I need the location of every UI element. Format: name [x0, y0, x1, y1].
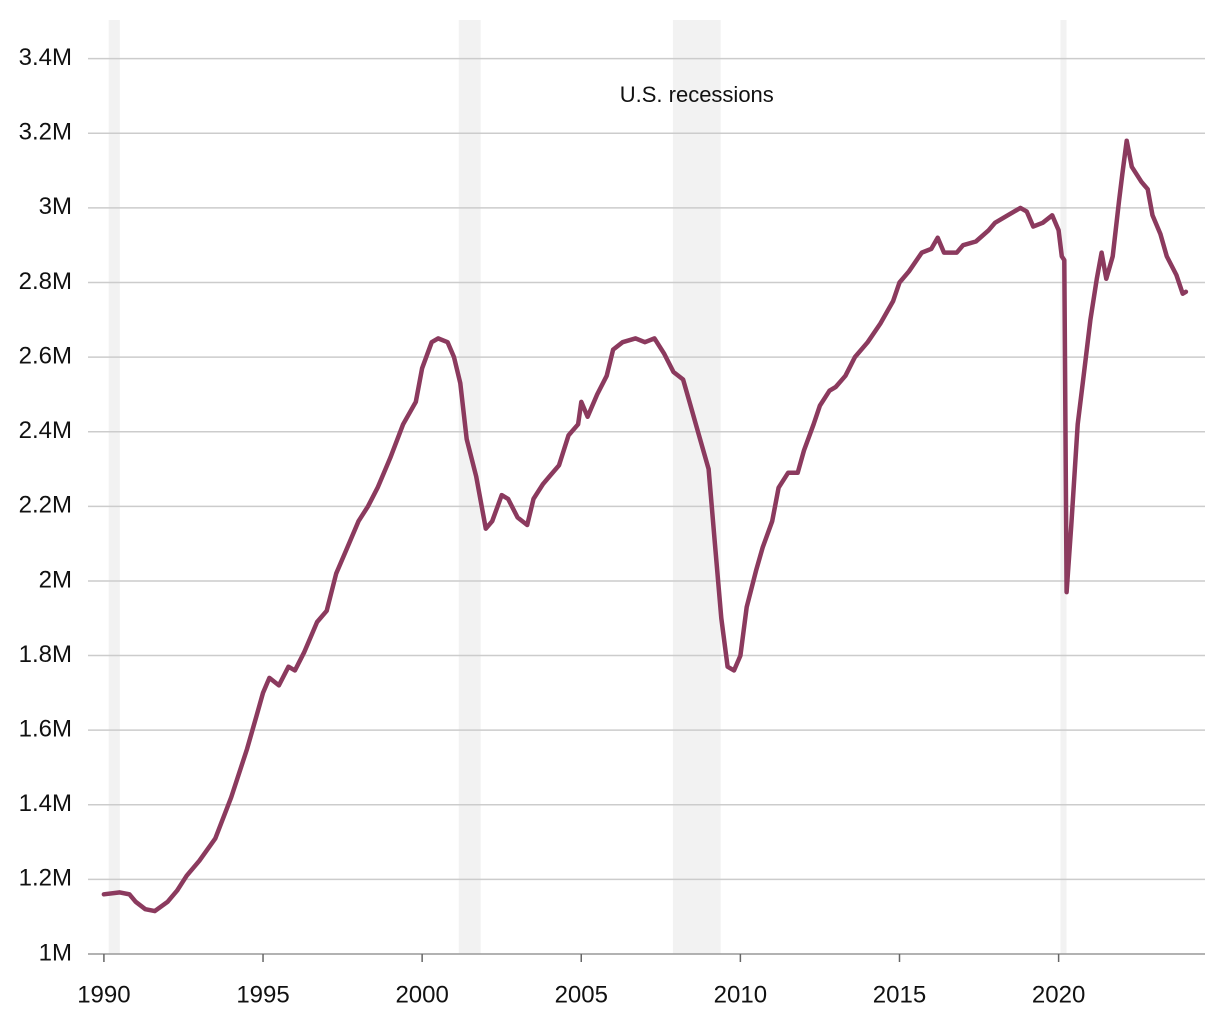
recession-band: [108, 20, 120, 954]
y-tick-label: 1.4M: [19, 790, 72, 817]
y-tick-label: 2.8M: [19, 268, 72, 295]
y-tick-label: 3M: [39, 193, 72, 220]
y-tick-label: 2M: [39, 566, 72, 593]
y-tick-label: 2.4M: [19, 417, 72, 444]
x-tick-label: 1995: [236, 981, 289, 1008]
recession-band: [458, 20, 481, 954]
x-tick-label: 2015: [873, 981, 926, 1008]
y-tick-label: 1.8M: [19, 641, 72, 668]
data-line: [101, 138, 1189, 914]
x-tick-label: 2010: [714, 981, 767, 1008]
recession-band: [672, 20, 721, 954]
y-tick-label: 1.2M: [19, 865, 72, 892]
x-tick-label: 2005: [555, 981, 608, 1008]
annotation: U.S. recessions: [620, 82, 774, 107]
y-tick-label: 3.2M: [19, 119, 72, 146]
y-tick-label: 3.4M: [19, 44, 72, 71]
x-tick-label: 2020: [1032, 981, 1085, 1008]
x-tick-label: 2000: [395, 981, 448, 1008]
x-tick-label: 1990: [77, 981, 130, 1008]
y-tick-label: 2.6M: [19, 342, 72, 369]
y-tick-label: 1M: [39, 939, 72, 966]
recession-band: [1060, 20, 1067, 954]
y-tick-label: 1.6M: [19, 716, 72, 743]
y-tick-label: 2.2M: [19, 492, 72, 519]
